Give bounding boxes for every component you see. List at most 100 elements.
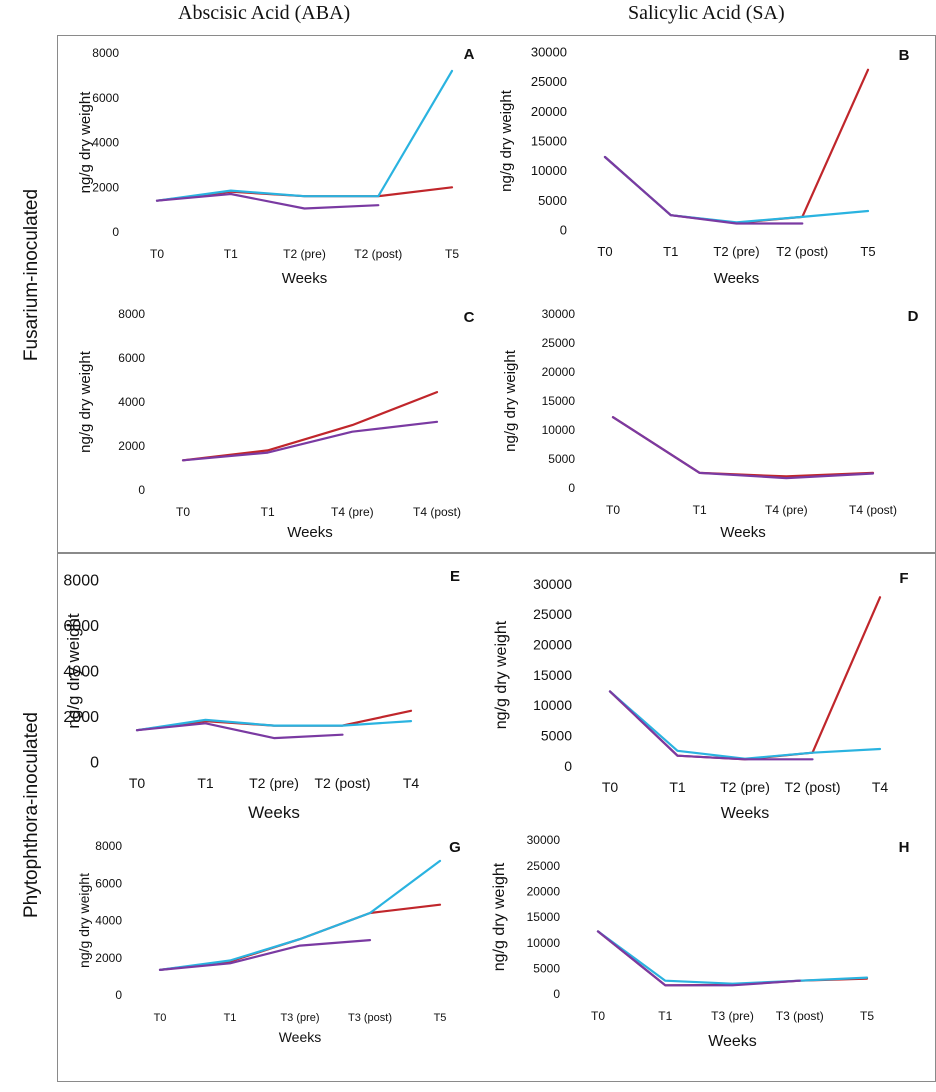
x-tick-label: T3 (post) — [776, 1009, 824, 1023]
series-line — [181, 420, 439, 462]
x-tick-label: T4 (pre) — [765, 503, 808, 517]
y-axis-title: ng/g dry weight — [498, 89, 515, 192]
x-tick-label: T0 — [606, 503, 620, 517]
x-axis-title: Weeks — [287, 524, 333, 541]
chart-svg: 0 2000 4000 6000 8000 T0 T1 T3 (pre) T3 (post) T5… — [76, 839, 461, 1045]
y-axis-title: ng/g dry weight — [491, 862, 508, 971]
y-tick-label: 10000 — [531, 163, 567, 178]
x-axis-title: Weeks — [279, 1029, 322, 1045]
y-tick-label: 0 — [90, 755, 99, 772]
x-tick-label: T3 (post) — [348, 1012, 392, 1024]
panel-letter: E — [450, 568, 460, 585]
y-tick-label: 15000 — [533, 667, 572, 683]
y-tick-label: 5000 — [548, 452, 575, 466]
series-line — [608, 690, 814, 761]
panel-h: 0 5000 10000 15000 20000 25000 30000 T0 T1 T3 (pr… — [484, 824, 936, 1082]
series-line — [158, 903, 442, 971]
x-axis-title: Weeks — [721, 805, 770, 822]
y-tick-label: 5000 — [533, 962, 560, 976]
y-tick-label: 25000 — [531, 74, 567, 89]
y-tick-label: 2000 — [95, 951, 122, 965]
x-tick-label: T1 — [224, 1012, 237, 1024]
x-tick-label: T1 — [693, 503, 707, 517]
y-tick-label: 10000 — [533, 697, 572, 713]
panel-letter: A — [464, 46, 475, 63]
series-line — [155, 192, 380, 210]
y-tick-label: 8000 — [95, 839, 122, 853]
x-tick-label: T0 — [150, 247, 164, 261]
series-line — [135, 722, 344, 740]
x-tick-label: T4 (post) — [413, 505, 461, 519]
x-tick-label: T3 (pre) — [280, 1012, 319, 1024]
panel-b: 0 5000 10000 15000 20000 25000 30000 T0 T1 T2 (pr… — [493, 35, 936, 297]
y-tick-label: 30000 — [531, 45, 567, 60]
x-tick-label: T3 (pre) — [711, 1009, 754, 1023]
x-tick-label: T1 — [224, 247, 238, 261]
x-tick-label: T5 — [445, 247, 459, 261]
x-tick-label: T4 — [872, 779, 889, 795]
series-line — [158, 859, 442, 971]
row-header-phytophthora: Phytophthora-inoculated — [21, 712, 42, 918]
y-tick-label: 20000 — [542, 365, 576, 379]
y-tick-label: 5000 — [538, 193, 567, 208]
y-tick-label: 30000 — [533, 576, 572, 592]
y-tick-label: 20000 — [533, 637, 572, 653]
chart-svg: 0 5000 10000 15000 20000 25000 30000 T0 T1 T2 (pr… — [493, 570, 909, 822]
series-line — [596, 930, 869, 985]
y-tick-label: 4000 — [118, 395, 145, 409]
series-line — [608, 596, 882, 761]
y-tick-label: 25000 — [533, 606, 572, 622]
y-tick-label: 10000 — [542, 423, 576, 437]
x-tick-label: T4 — [403, 775, 420, 791]
y-tick-label: 6000 — [118, 351, 145, 365]
column-header-aba: Abscisic Acid (ABA) — [178, 2, 351, 24]
series-line — [608, 690, 882, 760]
x-tick-label: T1 — [197, 775, 214, 791]
chart-svg: 0 2000 4000 6000 8000 T0 T1 T4 (pre) T4 (post) We… — [77, 307, 475, 541]
x-tick-label: T0 — [597, 244, 612, 259]
x-tick-label: T5 — [860, 244, 875, 259]
x-tick-label: T4 (post) — [849, 503, 897, 517]
y-tick-label: 4000 — [63, 664, 99, 681]
panel-e: 0 2000 4000 6000 8000 T0 T1 T2 (pre) T2 (post) T4… — [57, 553, 484, 824]
y-tick-label: 30000 — [527, 833, 561, 847]
panel-g: 0 2000 4000 6000 8000 T0 T1 T3 (pre) T3 (post) T5… — [57, 824, 484, 1082]
y-tick-label: 15000 — [527, 910, 561, 924]
x-tick-label: T0 — [602, 779, 619, 795]
x-tick-label: T2 (post) — [776, 244, 828, 259]
x-tick-label: T2 (post) — [354, 247, 402, 261]
series-line — [596, 930, 869, 987]
x-tick-label: T1 — [658, 1009, 672, 1023]
y-tick-label: 0 — [112, 225, 119, 239]
x-axis-title: Weeks — [720, 524, 766, 541]
y-tick-label: 0 — [568, 481, 575, 495]
x-tick-label: T0 — [176, 505, 190, 519]
y-tick-label: 10000 — [527, 936, 561, 950]
panel-f: 0 5000 10000 15000 20000 25000 30000 T0 T1 T2 (pr… — [484, 553, 936, 824]
y-tick-label: 15000 — [531, 134, 567, 149]
series-line — [155, 69, 454, 202]
y-tick-label: 8000 — [92, 46, 119, 60]
x-tick-label: T2 (post) — [314, 775, 370, 791]
series-line — [596, 930, 801, 987]
series-line — [158, 939, 372, 971]
y-tick-label: 30000 — [542, 307, 576, 321]
y-tick-label: 6000 — [95, 876, 122, 890]
column-header-sa: Salicylic Acid (SA) — [628, 2, 785, 24]
y-tick-label: 5000 — [541, 728, 572, 744]
y-tick-label: 15000 — [542, 394, 576, 408]
y-tick-label: 0 — [560, 223, 567, 238]
chart-svg: 0 5000 10000 15000 20000 25000 30000 T0 T1 T2 (pr… — [498, 45, 910, 287]
y-tick-label: 25000 — [542, 336, 576, 350]
y-tick-label: 6000 — [92, 91, 119, 105]
y-axis-title: ng/g dry weight — [502, 349, 519, 452]
x-tick-label: T1 — [261, 505, 275, 519]
panel-c: 0 2000 4000 6000 8000 T0 T1 T4 (pre) T4 (post) We… — [57, 297, 493, 553]
chart-svg: 0 5000 10000 15000 20000 25000 30000 T0 T1 T4 (pr… — [502, 307, 919, 541]
x-axis-title: Weeks — [708, 1033, 757, 1050]
panel-letter: D — [908, 308, 919, 325]
x-tick-label: T2 (pre) — [713, 244, 759, 259]
y-tick-label: 0 — [138, 483, 145, 497]
y-tick-label: 20000 — [531, 104, 567, 119]
y-axis-title: ng/g dry weight — [77, 350, 94, 453]
